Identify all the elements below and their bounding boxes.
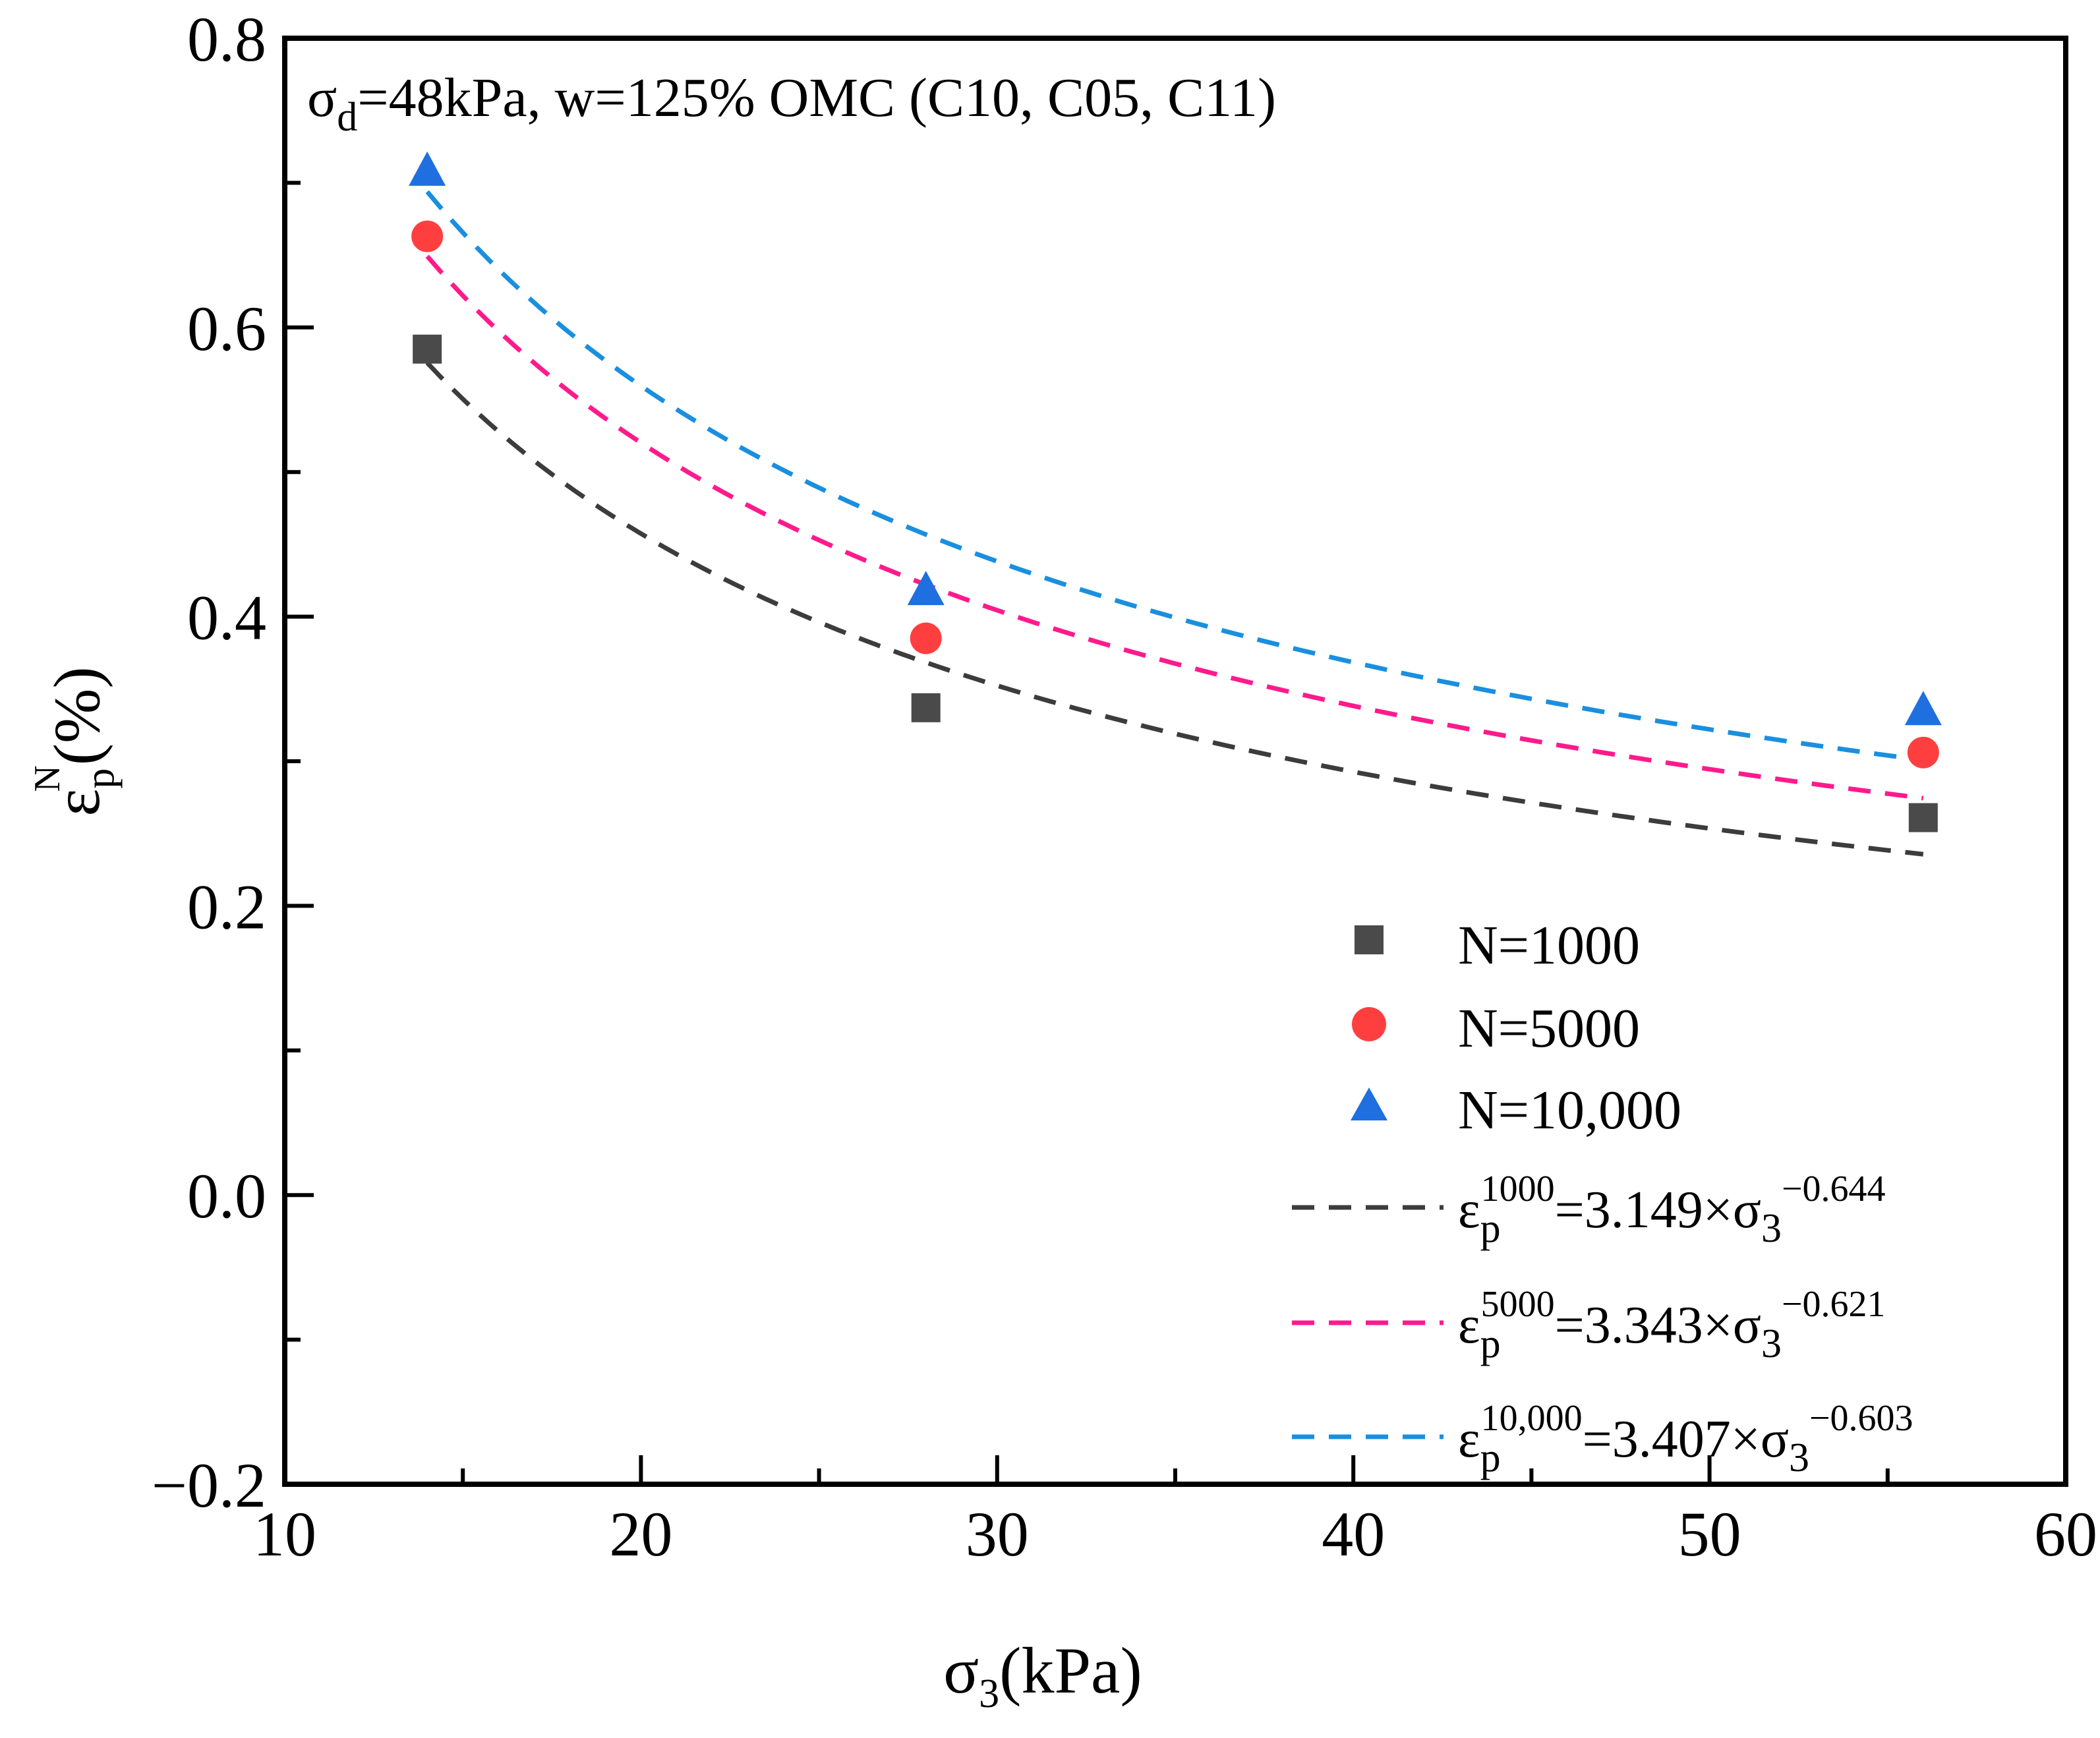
point-square-1-3 <box>1908 803 1938 832</box>
x-tick-label: 10 <box>253 1499 316 1569</box>
point-triangle-3-2 <box>907 571 945 606</box>
y-tick-label: 0.6 <box>187 293 266 364</box>
legend-label-fit-1000: εp1000=3.149×σ3−0.644 <box>1458 1169 1886 1251</box>
axis-ticks <box>283 36 2068 1486</box>
y-axis-title: εpN(%) <box>27 666 123 816</box>
legend-marker-square <box>1355 925 1384 954</box>
legend-item-n1000: N=1000 <box>1355 915 1640 976</box>
legend-marker-circle <box>1352 1007 1386 1041</box>
y-tick-label: −0.2 <box>152 1450 266 1521</box>
point-circle-2-1 <box>411 220 444 252</box>
legend-marker-triangle <box>1351 1087 1387 1120</box>
legend-item-fit-10000: εp10,000=3.407×σ3−0.603 <box>1292 1398 1913 1480</box>
point-triangle-3-1 <box>409 151 446 186</box>
chart-annotation: σd=48kPa, w=125% OMC (C10, C05, C11) <box>307 67 1276 140</box>
fit-curve-1 <box>425 361 1924 857</box>
legend: N=1000 N=5000 N=10,000 εp1000=3.149×σ3−0… <box>1292 915 1913 1480</box>
plot-frame <box>282 36 2068 1487</box>
legend-item-fit-1000: εp1000=3.149×σ3−0.644 <box>1292 1169 1886 1251</box>
legend-item-fit-5000: εp5000=3.343×σ3−0.621 <box>1292 1284 1886 1366</box>
legend-label-fit-5000: εp5000=3.343×σ3−0.621 <box>1458 1284 1886 1366</box>
fit-curve-3 <box>425 190 1924 763</box>
y-tick-label: 0.0 <box>187 1161 266 1231</box>
legend-label-fit-10000: εp10,000=3.407×σ3−0.603 <box>1458 1398 1913 1480</box>
y-tick-label: 0.2 <box>187 871 266 942</box>
legend-label-n5000: N=5000 <box>1458 998 1640 1059</box>
y-tick-label: 0.8 <box>187 4 266 74</box>
legend-item-n5000: N=5000 <box>1352 998 1640 1059</box>
point-square-1-1 <box>413 334 442 364</box>
point-triangle-3-3 <box>1904 691 1942 726</box>
x-tick-label: 30 <box>966 1499 1029 1569</box>
fit-lines <box>425 190 1924 857</box>
data-points <box>409 151 1942 832</box>
x-tick-label: 50 <box>1678 1499 1741 1569</box>
x-axis-title: σ3(kPa) <box>943 1634 1142 1716</box>
point-circle-2-3 <box>1907 736 1939 768</box>
x-tick-label: 40 <box>1322 1499 1385 1569</box>
legend-label-n10000: N=10,000 <box>1458 1080 1681 1141</box>
x-tick-label: 20 <box>609 1499 672 1569</box>
fit-curve-2 <box>425 254 1924 801</box>
point-square-1-2 <box>911 693 941 722</box>
legend-item-n10000: N=10,000 <box>1351 1080 1681 1141</box>
legend-label-n1000: N=1000 <box>1458 915 1640 976</box>
point-circle-2-2 <box>910 622 942 654</box>
tick-labels: 10 20 30 40 50 60 −0.2 0.0 0.2 0.4 0.6 0.8 <box>152 4 2097 1569</box>
y-tick-label: 0.4 <box>187 583 266 653</box>
x-tick-label: 60 <box>2034 1499 2097 1569</box>
